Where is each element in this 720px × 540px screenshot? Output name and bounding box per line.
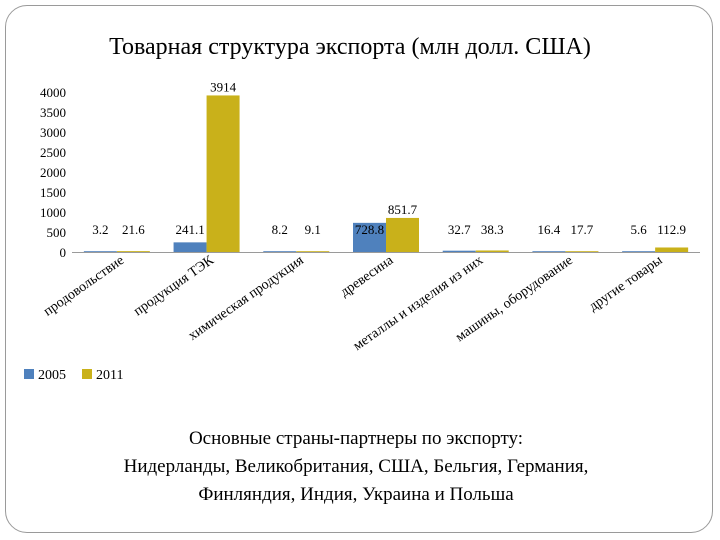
data-label-2005-4: 32.7 [448, 222, 471, 237]
bar-2011-0 [116, 251, 150, 252]
caption-line-3: Финляндия, Индия, Украина и Польша [198, 484, 514, 505]
data-label-2011-4: 38.3 [481, 222, 504, 237]
x-tick-label-3: древесина [338, 253, 397, 301]
caption: Основные страны-партнеры по экспорту: Ни… [0, 425, 712, 509]
data-label-2011-5: 17.7 [571, 222, 594, 237]
data-label-2005-0: 3.2 [92, 222, 108, 237]
bar-2011-1 [206, 95, 240, 252]
bar-chart: 0 500 1000 1500 2000 2500 3000 3500 4000 3.2 21.6 п… [24, 79, 700, 383]
bar-2011-3 [386, 217, 419, 252]
data-label-2005-3: 728.8 [355, 222, 384, 237]
y-tick-label-2: 1000 [40, 205, 66, 220]
y-tick-label-6: 3000 [40, 125, 66, 140]
data-label-2011-3: 851.7 [388, 202, 418, 217]
data-label-2011-1: 3914 [210, 79, 237, 94]
data-label-2005-1: 241.1 [175, 222, 204, 237]
bar-2011-2 [296, 251, 330, 252]
y-tick-label-1: 500 [47, 225, 67, 240]
bar-2005-0 [83, 251, 117, 252]
bar-2005-1 [173, 242, 207, 252]
x-tick-label-1: продукция ТЭК [131, 253, 217, 320]
data-label-2005-6: 5.6 [631, 222, 648, 237]
legend-label-2005: 2005 [38, 368, 66, 383]
legend-swatch-2005 [24, 369, 34, 379]
bar-2005-3 [353, 222, 386, 252]
y-tick-label-8: 4000 [40, 85, 66, 100]
data-label-2005-2: 8.2 [272, 222, 288, 237]
bar-2005-5 [532, 251, 566, 252]
y-tick-label-7: 3500 [40, 105, 66, 120]
x-tick-label-6: другие товары [586, 253, 665, 315]
legend-label-2011: 2011 [96, 368, 123, 383]
y-tick-label-3: 1500 [40, 185, 66, 200]
bar-2011-5 [565, 251, 599, 252]
bar-2011-4 [475, 250, 509, 252]
data-label-2011-0: 21.6 [122, 222, 145, 237]
caption-line-1: Основные страны-партнеры по экспорту: [188, 428, 524, 449]
chart-title: Товарная структура экспорта (млн долл. С… [109, 34, 591, 60]
y-tick-label-4: 2000 [40, 165, 66, 180]
data-label-2011-6: 112.9 [657, 222, 686, 237]
bar-2011-6 [655, 247, 689, 252]
data-label-2005-5: 16.4 [538, 222, 561, 237]
y-tick-label-0: 0 [60, 245, 67, 260]
legend-swatch-2011 [82, 369, 92, 379]
x-tick-label-0: продовольствие [41, 253, 127, 320]
slide-frame [5, 5, 713, 533]
bar-2005-2 [263, 251, 297, 252]
bar-2005-6 [622, 251, 656, 252]
data-label-2011-2: 9.1 [305, 222, 321, 237]
caption-line-2: Нидерланды, Великобритания, США, Бельгия… [123, 456, 589, 477]
bar-2005-4 [442, 250, 476, 252]
y-tick-label-5: 2500 [40, 145, 66, 160]
